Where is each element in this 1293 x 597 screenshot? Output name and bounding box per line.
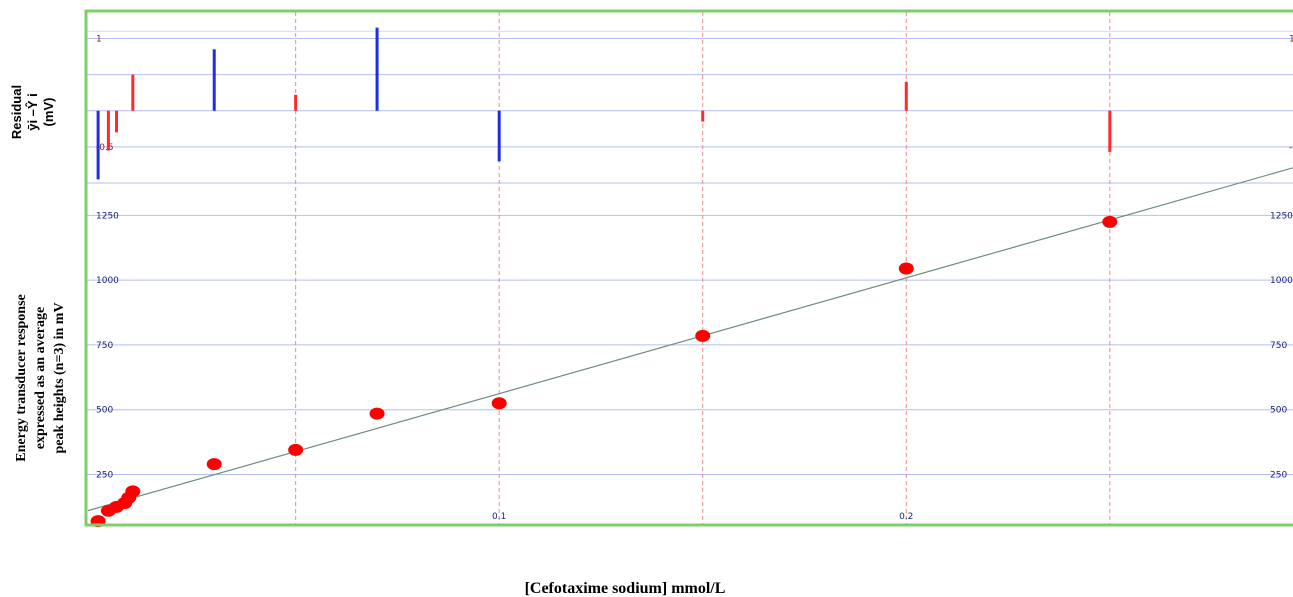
calibration-tick-left: 1250	[96, 211, 119, 221]
x-tick: 0.1	[492, 512, 506, 522]
calibration-point	[369, 407, 385, 420]
residual-tick-left: -0.5	[96, 143, 114, 153]
calibration-tick-left: 1000	[96, 276, 119, 286]
residual-bars	[96, 27, 1112, 180]
calibration-tick-left: 750	[96, 341, 113, 351]
calibration-tick-left: 250	[96, 470, 113, 480]
calibration-ylabel-line-2: expressed as an average	[33, 307, 48, 449]
calibration-point	[491, 397, 507, 410]
x-tick-labels: 0.1 0.2	[492, 512, 913, 522]
calibration-tick-left: 500	[96, 406, 113, 416]
calibration-point	[206, 458, 222, 471]
calibration-point	[898, 262, 914, 275]
calibration-point	[695, 329, 711, 342]
horizontal-gridlines	[86, 30, 1293, 475]
residual-tick-right: -0.5	[1289, 143, 1293, 153]
calibration-point	[125, 485, 141, 498]
x-axis-label: [Cefotaxime sodium] mmol/L	[525, 580, 726, 597]
calibration-tick-right: 1000	[1270, 276, 1293, 286]
calibration-points	[90, 215, 1118, 528]
x-tick: 0.2	[899, 512, 913, 522]
calibration-point	[1102, 215, 1118, 228]
residual-tick-labels: 1 -0.5 1 -0.5	[96, 34, 1293, 152]
residual-ylabel-line-2: ȳi –Ŷ i	[25, 93, 40, 131]
calibration-tick-right: 250	[1270, 470, 1287, 480]
calibration-tick-right: 1250	[1270, 211, 1293, 221]
calibration-ylabel-line-1: Energy transducer response	[14, 294, 29, 461]
residual-tick-right: 1	[1289, 34, 1293, 44]
calibration-tick-right: 750	[1270, 341, 1287, 351]
calibration-y-tick-labels: 250 250 500 500 750 750 1000 1000 1250 1250	[96, 211, 1293, 480]
residual-ylabel-line-1: Residual	[9, 85, 24, 139]
calibration-y-axis-label: Energy transducer response expressed as …	[14, 294, 67, 461]
regression-line	[87, 167, 1293, 512]
calibration-ylabel-line-3: peak heights (n=3) in mV	[52, 302, 67, 453]
residual-y-axis-label: Residual ȳi –Ŷ i (mV)	[9, 85, 56, 139]
residual-ylabel-line-3: (mV)	[41, 98, 56, 127]
plot-frame	[84, 9, 1293, 527]
residual-tick-left: 1	[96, 34, 102, 44]
calibration-tick-right: 500	[1270, 406, 1287, 416]
calibration-point	[288, 443, 304, 456]
